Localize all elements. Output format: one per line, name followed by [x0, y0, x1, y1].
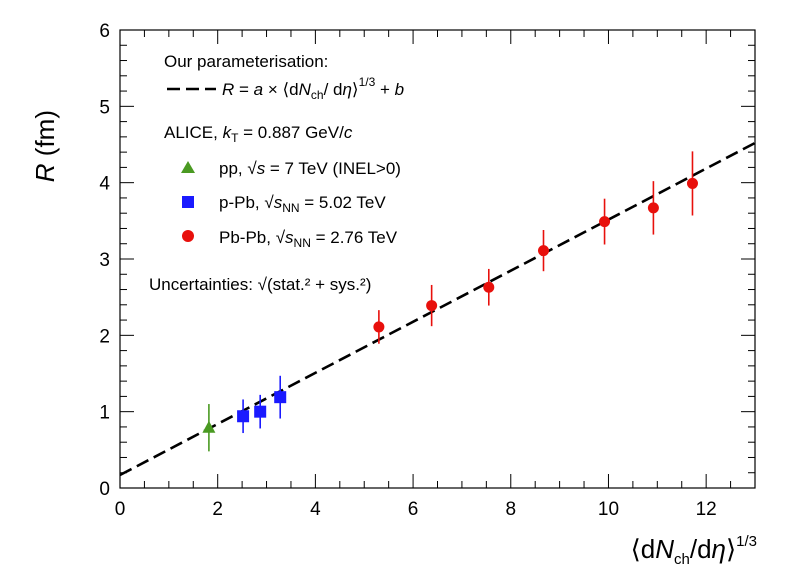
data-point — [647, 202, 659, 214]
data-point — [483, 281, 495, 293]
legend-ppb-marker — [182, 196, 194, 208]
x-tick-label: 12 — [696, 499, 717, 520]
y-tick-labels: 0 1 2 3 4 5 6 — [99, 21, 110, 500]
y-tick-label: 1 — [99, 403, 110, 424]
legend-pbpb-marker — [182, 230, 194, 242]
data-point — [274, 391, 287, 404]
legend-header: Our parameterisation: — [164, 52, 328, 71]
uncertainty-note: Uncertainties: √(stat.² + sys.²) — [149, 275, 371, 294]
y-tick-label: 3 — [99, 250, 110, 271]
legend-pp-marker — [181, 161, 195, 173]
axis-ticks — [119, 29, 756, 489]
data-point — [373, 321, 385, 333]
legend-pbpb-label: Pb-Pb, √sNN = 2.76 TeV — [219, 228, 398, 250]
data-point — [202, 420, 216, 433]
x-axis-title: ⟨dNch/dη⟩1/3 — [631, 533, 757, 568]
y-tick-label: 6 — [99, 21, 110, 42]
legend-pp-label: pp, √s = 7 TeV (INEL>0) — [219, 159, 401, 178]
x-tick-label: 0 — [115, 499, 126, 520]
y-tick-label: 4 — [99, 174, 110, 195]
x-tick-label: 10 — [598, 499, 619, 520]
y-tick-label: 2 — [99, 326, 110, 347]
data-point — [537, 245, 549, 257]
fit-layer — [119, 141, 756, 477]
data-point — [254, 405, 267, 418]
x-tick-label: 6 — [408, 499, 419, 520]
y-tick-label: 0 — [99, 479, 110, 500]
y-tick-label: 5 — [99, 97, 110, 118]
legend-group-title: ALICE, kT = 0.887 GeV/c — [164, 123, 353, 145]
legend-fit-label: R = a × ⟨dNch/ dη⟩1/3 + b — [222, 75, 404, 102]
x-tick-label: 4 — [310, 499, 321, 520]
data-point — [686, 177, 698, 189]
x-tick-label: 8 — [505, 499, 516, 520]
data-point — [237, 410, 250, 423]
data-point — [599, 216, 611, 228]
y-axis-title: R (fm) — [30, 110, 60, 182]
data-layer — [202, 151, 698, 452]
legend-ppb-label: p-Pb, √sNN = 5.02 TeV — [219, 193, 386, 215]
data-point — [426, 300, 438, 312]
x-tick-label: 2 — [212, 499, 223, 520]
legend: Our parameterisation: R = a × ⟨dNch/ dη⟩… — [149, 52, 404, 294]
plot-frame — [119, 29, 756, 489]
fit-line — [119, 141, 756, 477]
x-tick-labels: 0 2 4 6 8 10 12 — [115, 499, 717, 520]
